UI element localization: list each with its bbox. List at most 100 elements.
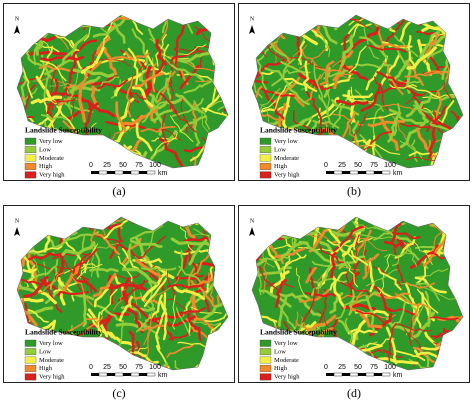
susceptibility-map xyxy=(17,217,228,370)
scale-segment xyxy=(146,170,156,175)
terrain-patch xyxy=(308,26,328,52)
legend-label: Moderate xyxy=(274,357,299,364)
terrain-patch xyxy=(217,94,228,111)
terrain-patch xyxy=(286,83,310,106)
terrain-patch xyxy=(285,44,308,63)
scale-label: 75 xyxy=(370,364,378,371)
terrain-patch xyxy=(179,223,194,252)
terrain-patch xyxy=(318,96,340,119)
terrain-patch xyxy=(92,19,125,38)
terrain-patch xyxy=(127,47,139,86)
terrain-patch xyxy=(259,87,295,98)
scale-segment xyxy=(114,372,124,377)
terrain-patch xyxy=(82,293,88,327)
terrain-patch xyxy=(78,83,87,123)
terrain-patch xyxy=(172,109,197,133)
scale-label: 0 xyxy=(89,364,93,371)
terrain-patch xyxy=(166,284,202,289)
legend-label: Very low xyxy=(39,340,63,347)
terrain-patch xyxy=(186,312,202,342)
terrain-patch xyxy=(170,115,194,143)
terrain-patch xyxy=(186,62,217,72)
scale-label: 50 xyxy=(119,162,127,169)
terrain-patch xyxy=(154,308,167,350)
terrain-patch xyxy=(32,244,40,274)
legend-title: Landslide Susceptibility xyxy=(25,126,102,135)
terrain-patch xyxy=(360,83,382,112)
terrain-patch xyxy=(326,239,356,263)
terrain-patch xyxy=(449,88,463,99)
terrain-patch xyxy=(39,60,67,82)
terrain-patch xyxy=(195,317,223,337)
terrain-patch xyxy=(372,107,383,138)
terrain-patch xyxy=(29,277,57,305)
terrain-patch xyxy=(158,137,184,167)
terrain-patch xyxy=(252,258,268,274)
terrain-patch xyxy=(170,64,205,82)
legend-swatch xyxy=(259,373,272,381)
scale-label: 50 xyxy=(354,364,362,371)
terrain-patch xyxy=(144,322,151,358)
terrain-patch xyxy=(84,102,93,139)
terrain-patch xyxy=(352,221,380,230)
terrain-patch xyxy=(166,344,194,358)
north-arrow xyxy=(249,25,255,34)
terrain-patch xyxy=(305,266,317,284)
legend-label: Very high xyxy=(39,374,65,381)
terrain-patch xyxy=(70,274,94,306)
terrain-patch xyxy=(174,360,188,370)
terrain-patch xyxy=(17,266,37,274)
terrain-patch xyxy=(143,311,153,346)
panel-caption: (d) xyxy=(347,386,361,400)
terrain-patch xyxy=(115,322,151,330)
terrain-patch xyxy=(346,261,359,288)
terrain-patch xyxy=(335,99,369,106)
terrain-patch xyxy=(159,300,168,341)
terrain-patch xyxy=(399,140,424,161)
scale-label: 0 xyxy=(324,364,328,371)
terrain-patch xyxy=(285,254,307,267)
scale-segment xyxy=(381,170,391,175)
region-outline xyxy=(16,14,229,169)
terrain-patch xyxy=(306,314,337,331)
terrain-patch xyxy=(394,35,419,58)
terrain-patch xyxy=(274,81,294,110)
north-label: N xyxy=(250,218,255,224)
terrain-patch xyxy=(103,46,118,76)
scale-segment xyxy=(342,171,350,174)
terrain-patch xyxy=(341,294,370,300)
terrain-patch xyxy=(27,309,49,323)
terrain-patch xyxy=(422,236,448,267)
terrain-patch xyxy=(389,84,417,89)
terrain-patch xyxy=(106,331,136,347)
scale-segment xyxy=(333,170,343,175)
terrain-patch xyxy=(188,319,222,326)
north-arrow xyxy=(14,227,20,236)
terrain-patch xyxy=(280,240,309,259)
terrain-patch xyxy=(149,86,178,114)
terrain-patch xyxy=(201,107,228,125)
terrain-patch xyxy=(424,290,432,328)
scale-label: 100 xyxy=(149,162,161,169)
terrain-patch xyxy=(175,93,201,112)
terrain-patch xyxy=(350,250,369,267)
region-outline xyxy=(251,216,464,371)
terrain-patch xyxy=(395,350,426,362)
terrain-patch xyxy=(340,112,356,140)
terrain-patch xyxy=(173,286,206,301)
terrain-patch xyxy=(368,313,393,337)
terrain-patch xyxy=(362,253,380,280)
scale-label: 25 xyxy=(338,162,346,169)
legend-label: Moderate xyxy=(39,155,64,162)
legend-label: Very high xyxy=(274,172,300,179)
scale-segment xyxy=(107,373,115,376)
terrain-patch xyxy=(259,289,292,308)
scale-label: 100 xyxy=(384,364,396,371)
terrain-patch xyxy=(30,95,63,105)
terrain-patch xyxy=(140,266,177,271)
terrain-patch xyxy=(115,101,127,133)
terrain-patch xyxy=(419,31,440,59)
terrain-patch xyxy=(297,40,306,66)
terrain-patch xyxy=(66,96,77,136)
